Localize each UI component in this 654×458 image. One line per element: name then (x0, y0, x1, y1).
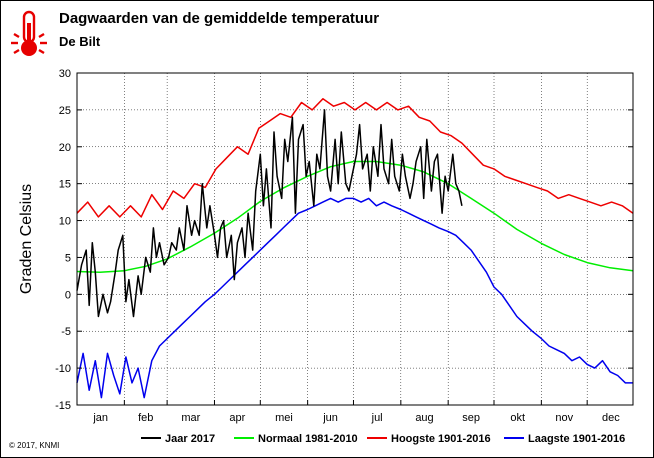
legend-label: Jaar 2017 (165, 433, 215, 445)
y-axis-ticks: -15 -10 -5 0 5 10 15 20 25 30 (55, 68, 633, 412)
series-line-laagste (76, 197, 633, 399)
legend-label: Hoogste 1901-2016 (391, 433, 491, 445)
x-tick-label: jan (92, 412, 108, 424)
y-tick-label: 20 (59, 142, 71, 154)
x-axis-ticks: jan feb mar apr mei jun jul aug sep okt nov dec (76, 400, 620, 424)
thermometer-icon (7, 9, 51, 64)
plot-area (77, 73, 633, 405)
legend: Jaar 2017 Normaal 1981-2010 Hoogste 1901-2… (141, 433, 625, 445)
y-tick-label: 25 (59, 105, 71, 117)
x-tick-label: jul (371, 412, 383, 424)
chart-title: Dagwaarden van de gemiddelde temperatuur (59, 10, 380, 27)
x-tick-label: nov (555, 412, 573, 424)
y-tick-label: 10 (59, 216, 71, 228)
y-tick-label: 5 (65, 252, 71, 264)
y-tick-label: -10 (55, 363, 71, 375)
y-tick-label: 0 (65, 289, 71, 301)
x-tick-label: feb (138, 412, 153, 424)
x-tick-label: mar (181, 412, 200, 424)
plot-border (76, 72, 634, 406)
grid-lines (77, 73, 633, 405)
y-axis-label: Graden Celsius (18, 184, 35, 294)
legend-label: Laagste 1901-2016 (528, 433, 625, 445)
y-tick-label: 30 (59, 68, 71, 80)
series-group (76, 98, 634, 399)
series-line-jaar (76, 109, 463, 318)
x-tick-label: aug (415, 412, 433, 424)
chart-subtitle: De Bilt (59, 34, 101, 49)
x-tick-label: dec (602, 412, 620, 424)
copyright-text: © 2017, KNMI (9, 441, 60, 450)
x-tick-label: okt (510, 412, 525, 424)
series-line-hoogste (76, 98, 634, 218)
x-tick-label: mei (275, 412, 293, 424)
x-tick-label: apr (229, 412, 245, 424)
y-tick-label: -15 (55, 400, 71, 412)
x-tick-label: jun (322, 412, 338, 424)
y-tick-label: -5 (61, 326, 71, 338)
x-tick-label: sep (462, 412, 480, 424)
y-tick-label: 15 (59, 179, 71, 191)
legend-label: Normaal 1981-2010 (258, 433, 358, 445)
